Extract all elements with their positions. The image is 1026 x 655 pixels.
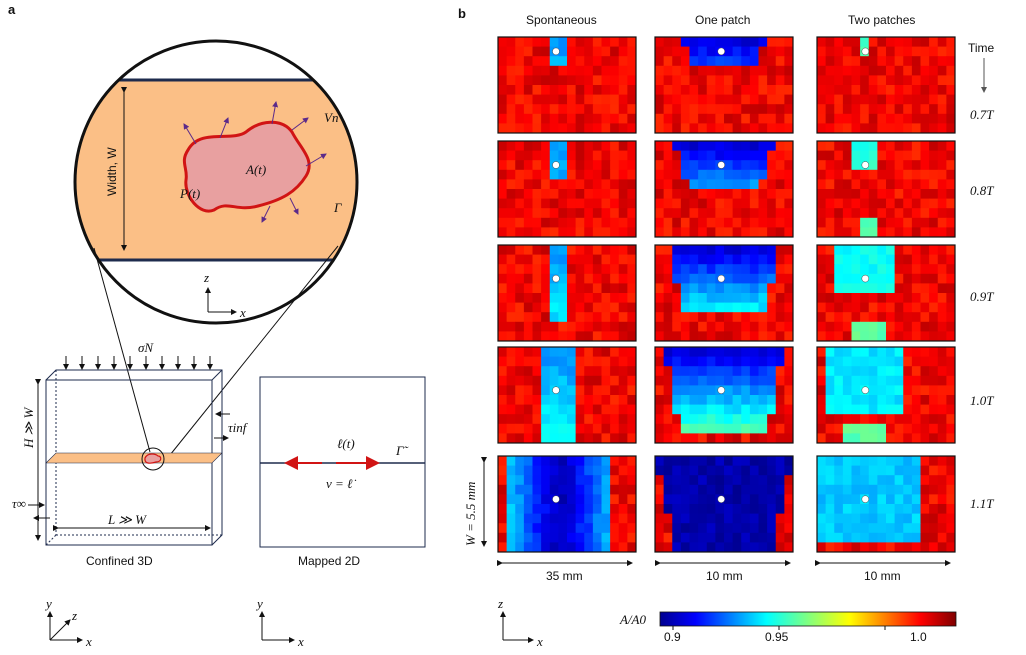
heatmap-panel xyxy=(654,244,794,342)
nucleation-point xyxy=(717,274,725,283)
heatmap-panel xyxy=(497,244,637,342)
tau-infty-label: τ∞ xyxy=(12,496,26,511)
normal-stress-arrows xyxy=(63,356,213,370)
axis-2d-y: y xyxy=(255,596,263,611)
time-label-1: 0.8T xyxy=(970,183,994,198)
heatmap-panel xyxy=(816,36,956,134)
nucleation-point xyxy=(861,386,870,394)
heatmap-grid xyxy=(497,36,956,553)
mapped-caption: Mapped 2D xyxy=(298,554,360,568)
axes-2d: y x xyxy=(255,596,304,649)
height-label: H ≫ W xyxy=(21,407,36,449)
heatmap-panel xyxy=(816,346,956,444)
colorbar: A/A0 0.9 0.95 1.0 xyxy=(619,611,957,644)
tau-inf-label: τinf xyxy=(228,420,249,435)
colorbar-tick-2: 1.0 xyxy=(910,630,927,644)
zoom-connector-right xyxy=(169,245,339,456)
zoom-circle: Width, W A(t) P(t) Vn Γ z x xyxy=(73,39,359,325)
confined-3d-diagram: σN H ≫ W τinf τ∞ L ≫ W Confined 3D xyxy=(12,340,249,568)
axis-3d-z: z xyxy=(71,608,77,623)
panel-b-axis-x: x xyxy=(536,634,543,649)
nucleation-point xyxy=(717,386,725,394)
panel-b-axes: z x xyxy=(497,596,543,649)
scale-bar-2-label: 10 mm xyxy=(864,569,901,583)
nucleation-point xyxy=(717,47,725,56)
axis-3d-y: y xyxy=(44,596,52,611)
colorbar-tick-0: 0.9 xyxy=(664,630,681,644)
col-header-spontaneous: Spontaneous xyxy=(526,13,597,27)
nucleation-point xyxy=(717,495,725,503)
zoom-axis-x: x xyxy=(239,305,246,320)
nucleation-point xyxy=(552,495,560,503)
zoom-axes: z x xyxy=(203,270,246,320)
mapped-2d-diagram: ℓ(t) Γ̃ v = ℓ̇ Mapped 2D xyxy=(259,376,426,568)
axis-2d-x: x xyxy=(297,634,304,649)
sigma-label: σN xyxy=(138,340,154,355)
length-label: L ≫ W xyxy=(107,512,147,527)
scale-bar-0-label: 35 mm xyxy=(546,569,583,583)
heatmap-panel xyxy=(654,346,794,444)
colorbar-tick-1: 0.95 xyxy=(765,630,789,644)
colorbar-label: A/A0 xyxy=(619,612,646,627)
heatmap-panel xyxy=(654,455,794,553)
perimeter-label: P(t) xyxy=(179,186,200,201)
velocity-label: Vn xyxy=(324,110,338,125)
panel-b-axis-z: z xyxy=(497,596,503,611)
heatmap-panel xyxy=(497,140,637,238)
nucleation-point xyxy=(861,47,870,56)
heatmap-panel xyxy=(654,36,794,134)
width-label: Width, W xyxy=(105,147,119,196)
nucleation-point xyxy=(861,495,870,503)
nucleation-point xyxy=(861,274,870,283)
velocity-arrows xyxy=(183,101,327,223)
confined-caption: Confined 3D xyxy=(86,554,153,568)
time-label-2: 0.9T xyxy=(970,289,994,304)
nucleation-point xyxy=(552,47,560,56)
heatmap-panel xyxy=(816,140,956,238)
time-header: Time xyxy=(968,41,995,55)
time-label-3: 1.0T xyxy=(970,393,994,408)
axis-3d-x: x xyxy=(85,634,92,649)
axes-3d: y z x xyxy=(44,596,92,649)
time-label-0: 0.7T xyxy=(970,107,994,122)
panel-b-letter: b xyxy=(458,6,466,21)
col-header-one-patch: One patch xyxy=(695,13,750,27)
nucleation-point xyxy=(552,274,560,283)
heatmap-panel xyxy=(654,140,794,238)
nucleation-point xyxy=(552,386,560,394)
slip-patch-shape xyxy=(182,120,311,213)
nucleation-point xyxy=(861,161,870,169)
heatmap-panel xyxy=(816,455,956,553)
gamma-label: Γ xyxy=(333,200,342,215)
nucleation-point xyxy=(552,161,560,169)
colorbar-gradient xyxy=(659,611,957,627)
nucleation-point xyxy=(717,161,725,169)
interface-plane xyxy=(45,452,223,464)
area-label: A(t) xyxy=(245,162,266,177)
zoom-axis-z: z xyxy=(203,270,209,285)
w-scale-label: W = 5.5 mm xyxy=(463,482,478,546)
zoom-connector-left xyxy=(93,247,151,453)
col-header-two-patches: Two patches xyxy=(848,13,915,27)
heatmap-panel xyxy=(497,455,637,553)
time-label-4: 1.1T xyxy=(970,496,994,511)
gamma-tilde-label: Γ̃ xyxy=(395,443,409,458)
heatmap-panel xyxy=(497,346,637,444)
heatmap-panel xyxy=(497,36,637,134)
heatmap-panel xyxy=(816,244,956,342)
v-label: v = ℓ̇ xyxy=(326,476,356,491)
scale-bar-1-label: 10 mm xyxy=(706,569,743,583)
panel-a-letter: a xyxy=(8,2,16,17)
ell-label: ℓ(t) xyxy=(337,436,355,451)
